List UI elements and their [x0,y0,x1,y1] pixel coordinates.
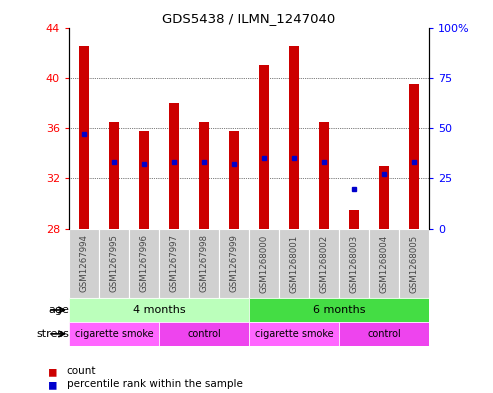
Text: percentile rank within the sample: percentile rank within the sample [67,379,243,389]
Bar [369,229,399,298]
Bar [289,46,299,229]
Title: GDS5438 / ILMN_1247040: GDS5438 / ILMN_1247040 [162,12,336,25]
Bar [279,229,309,298]
Bar [159,322,249,346]
Bar [99,229,129,298]
Bar [379,166,389,229]
Bar [139,131,149,229]
Text: ■: ■ [49,365,57,378]
Bar [249,298,429,322]
Text: GSM1268001: GSM1268001 [289,234,298,293]
Bar [318,122,329,229]
Bar [249,229,279,298]
Bar [349,210,359,229]
Text: cigarette smoke: cigarette smoke [255,329,333,339]
Bar [199,122,209,229]
Bar [339,322,429,346]
Text: GSM1267999: GSM1267999 [229,234,239,292]
Text: GSM1267997: GSM1267997 [170,234,178,292]
Bar [229,131,239,229]
Text: cigarette smoke: cigarette smoke [75,329,153,339]
Bar [69,322,159,346]
Bar [189,229,219,298]
Bar [109,122,119,229]
Text: 4 months: 4 months [133,305,185,315]
Text: stress: stress [36,329,69,339]
Text: GSM1268003: GSM1268003 [350,234,358,293]
Bar [129,229,159,298]
Bar [339,229,369,298]
Bar [69,229,99,298]
Text: ■: ■ [49,378,57,391]
Text: control: control [367,329,401,339]
Text: GSM1268002: GSM1268002 [319,234,328,293]
Text: 6 months: 6 months [313,305,365,315]
Bar [309,229,339,298]
Text: GSM1267994: GSM1267994 [79,234,89,292]
Text: count: count [67,366,96,376]
Bar [399,229,429,298]
Text: GSM1267996: GSM1267996 [140,234,148,292]
Bar [219,229,249,298]
Bar [249,322,339,346]
Text: GSM1267995: GSM1267995 [109,234,118,292]
Text: GSM1268004: GSM1268004 [380,234,388,293]
Text: control: control [187,329,221,339]
Bar [79,46,89,229]
Bar [409,84,419,229]
Bar [169,103,179,229]
Text: GSM1268005: GSM1268005 [409,234,419,293]
Bar [259,65,269,229]
Text: age: age [48,305,69,315]
Text: GSM1267998: GSM1267998 [200,234,209,292]
Text: GSM1268000: GSM1268000 [259,234,269,293]
Bar [159,229,189,298]
Bar [69,298,249,322]
